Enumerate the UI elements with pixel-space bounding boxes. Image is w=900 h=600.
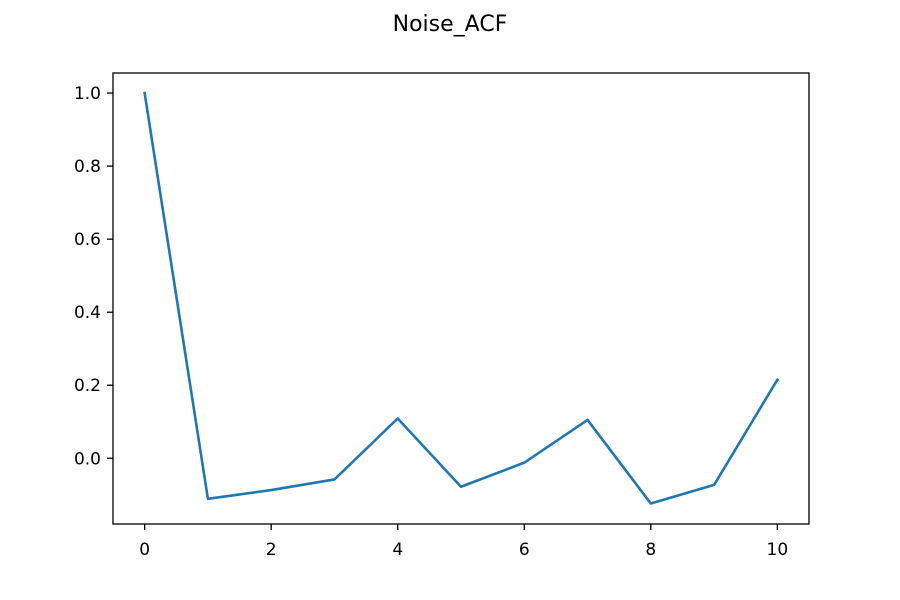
- plot-frame: [112, 72, 810, 525]
- x-tick-label: 2: [266, 540, 277, 560]
- y-tick-label: 0.4: [74, 303, 101, 323]
- series-line-0: [143, 91, 780, 505]
- y-tick-label: 1.0: [74, 84, 101, 104]
- x-tick-label: 0: [139, 540, 150, 560]
- y-tick-label: 0.2: [74, 376, 101, 396]
- y-axis-ticks: 0.0 0.2 0.4 0.6 0.8 1.0: [74, 84, 113, 469]
- chart-title: Noise_ACF: [393, 12, 508, 37]
- x-tick-label: 4: [392, 540, 403, 560]
- series-layer: [143, 91, 780, 505]
- y-tick-label: 0.6: [74, 230, 101, 250]
- x-tick-label: 8: [645, 540, 656, 560]
- y-tick-label: 0.0: [74, 449, 101, 469]
- x-tick-label: 6: [519, 540, 530, 560]
- x-tick-label: 10: [767, 540, 789, 560]
- x-axis-ticks: 0 2 4 6 8 10: [139, 524, 788, 560]
- y-tick-label: 0.8: [74, 157, 101, 177]
